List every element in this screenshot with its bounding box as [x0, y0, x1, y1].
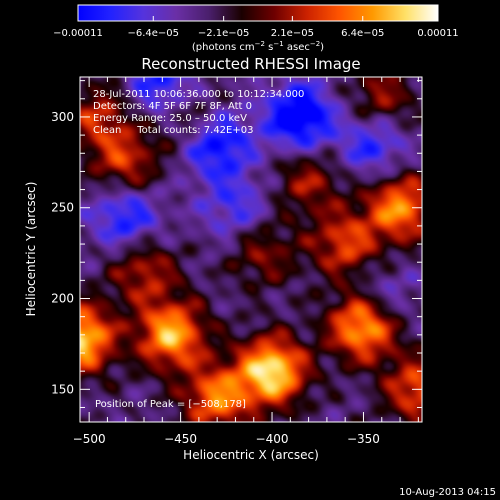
plot-frame — [79, 76, 423, 423]
x-tick-label: −350 — [347, 432, 380, 446]
peak-position-label: Position of Peak = [−508,178] — [95, 399, 246, 410]
colorbar-units: (photons cm−2 s−1 asec−2) — [192, 40, 324, 53]
info-time-range: 28‑Jul‑2011 10:06:36.000 to 10:12:34.000 — [93, 89, 304, 100]
info-detectors: Detectors: 4F 5F 6F 7F 8F, Att 0 — [93, 101, 252, 112]
heatmap-image — [80, 77, 422, 422]
colorbar-tick-labels: −0.00011 −6.4e−05 −2.1e−05 2.1e−05 6.4e−05 0.… — [53, 28, 459, 39]
generation-timestamp: 10‑Aug‑2013 04:15 — [399, 487, 496, 498]
y-tick-label: 150 — [51, 382, 74, 396]
colorbar-ticks — [77, 16, 439, 21]
x-tick-label: −400 — [256, 432, 289, 446]
y-axis-ticks: 150 200 250 300 — [51, 80, 422, 408]
info-total-counts: Clean Total counts: 7.42E+03 — [93, 125, 253, 136]
x-axis-ticks: −500 −450 −400 −350 — [73, 77, 419, 446]
x-tick-label: −450 — [164, 432, 197, 446]
colorbar-tick-label: −6.4e−05 — [127, 28, 179, 39]
colorbar-tick-label: −0.00011 — [53, 28, 103, 39]
colorbar-tick-label: 0.00011 — [417, 28, 458, 39]
y-tick-label: 250 — [51, 201, 74, 215]
info-energy-range: Energy Range: 25.0 – 50.0 keV — [93, 113, 247, 124]
y-tick-label: 300 — [51, 110, 74, 124]
observation-info: 28‑Jul‑2011 10:06:36.000 to 10:12:34.000… — [93, 89, 304, 136]
x-tick-label: −500 — [73, 432, 106, 446]
y-tick-label: 200 — [51, 292, 74, 306]
colorbar — [77, 4, 439, 22]
y-axis-label: Heliocentric Y (arcsec) — [24, 182, 38, 317]
chart-title: Reconstructed RHESSI Image — [141, 55, 360, 73]
x-axis-label: Heliocentric X (arcsec) — [183, 448, 319, 462]
colorbar-tick-label: 2.1e−05 — [271, 28, 314, 39]
colorbar-tick-label: −2.1e−05 — [198, 28, 250, 39]
colorbar-tick-label: 6.4e−05 — [341, 28, 384, 39]
